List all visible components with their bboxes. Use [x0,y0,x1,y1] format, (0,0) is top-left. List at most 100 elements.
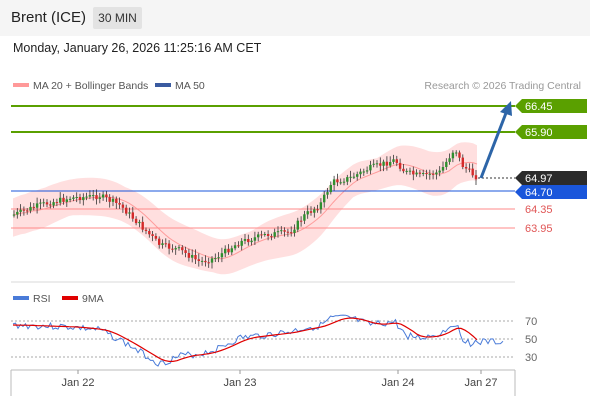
candle-body [55,202,59,204]
level-label-64-35: 64.35 [525,204,553,216]
candle-body [385,161,389,166]
candle-body [115,198,118,203]
candle-body [299,220,303,222]
candle-body [293,229,296,233]
candle-body [260,234,263,236]
candle-body [26,210,29,212]
candle-body [158,238,161,245]
timeframe-button[interactable]: 30 MIN [93,7,142,29]
candle-body [468,168,471,170]
candle-body [204,260,207,263]
candle-body [352,176,356,178]
candle-body [105,194,108,198]
rsi-ma-line [12,317,478,362]
candle-body [332,179,336,185]
candle-body [306,211,309,215]
candle-body [290,232,293,234]
candle-body [191,255,194,258]
candle-body [220,253,224,258]
candle-body [224,248,227,254]
candle-body [309,211,313,213]
candle-body [29,206,32,211]
candle-body [177,247,181,249]
candle-body [88,195,92,197]
x-label-jan24: Jan 24 [381,377,414,389]
candle-body [276,231,280,233]
candle-body [313,209,316,213]
candle-body [474,175,478,180]
candle-body [134,218,138,224]
candle-body [448,158,451,162]
candle-body [342,181,346,183]
candle-body [125,207,128,214]
bollinger-band [13,142,477,275]
svg-text:64.97: 64.97 [525,173,553,185]
chart-header: Brent (ICE) 30 MIN [0,0,590,36]
candle-body [316,209,319,211]
candle-body [16,211,19,215]
candle-body [161,243,164,245]
candle-body [22,209,26,211]
candle-body [82,197,85,201]
candle-body [451,152,455,159]
candle-body [49,204,52,206]
candle-body [408,170,412,172]
candle-body [230,248,233,253]
candle-body [382,161,385,166]
candle-body [118,203,121,205]
candle-body [240,240,243,246]
candle-body [372,163,375,165]
candle-body [431,173,435,175]
candle-body [365,170,369,172]
candle-body [471,168,474,176]
candle-body [59,197,62,203]
candle-body [72,197,75,199]
credit-text: Research © 2026 Trading Central [424,80,581,92]
candle-body [181,247,184,251]
candle-body [405,170,408,172]
candle-body [39,202,42,204]
candle-body [207,262,210,264]
candle-body [398,162,402,169]
candle-body [214,258,217,260]
candle-body [237,245,240,247]
candle-body [389,162,392,166]
candle-body [128,212,131,214]
x-label-jan22: Jan 22 [61,377,94,389]
candle-body [233,245,237,249]
forecast-arrow-head [500,101,512,116]
candle-body [194,255,197,260]
candle-body [144,229,148,231]
candle-body [280,230,283,232]
candle-body [121,204,125,208]
rsi-axis-50: 50 [525,334,537,346]
candle-body [266,234,270,236]
rsi-legend-label: RSI [33,293,51,305]
timestamp: Monday, January 26, 2026 11:25:16 AM CET [13,41,262,55]
level-tag-66-45: 66.45 [515,99,587,113]
candle-body [92,195,95,197]
x-label-jan23: Jan 23 [223,377,256,389]
candle-body [369,164,372,171]
candle-body [422,173,425,174]
rsi-line [12,314,504,367]
candle-body [68,198,72,200]
forecast-arrow [479,112,508,179]
candle-body [336,179,339,183]
candle-body [131,212,134,219]
level-tag-64-70: 64.70 [515,185,587,199]
bollinger-legend-label: MA 20 + Bollinger Bands [33,80,148,92]
candle-body [227,248,230,253]
candle-body [395,159,398,163]
candle-body [141,221,144,230]
svg-text:66.45: 66.45 [525,101,553,113]
x-label-jan27: Jan 27 [464,377,497,389]
candle-body [346,177,349,182]
candle-body [445,161,448,167]
candle-body [319,202,323,210]
svg-text:64.70: 64.70 [525,187,553,199]
candle-body [197,259,200,261]
candle-body [375,163,379,165]
rsi-ma-legend-swatch [62,296,78,300]
